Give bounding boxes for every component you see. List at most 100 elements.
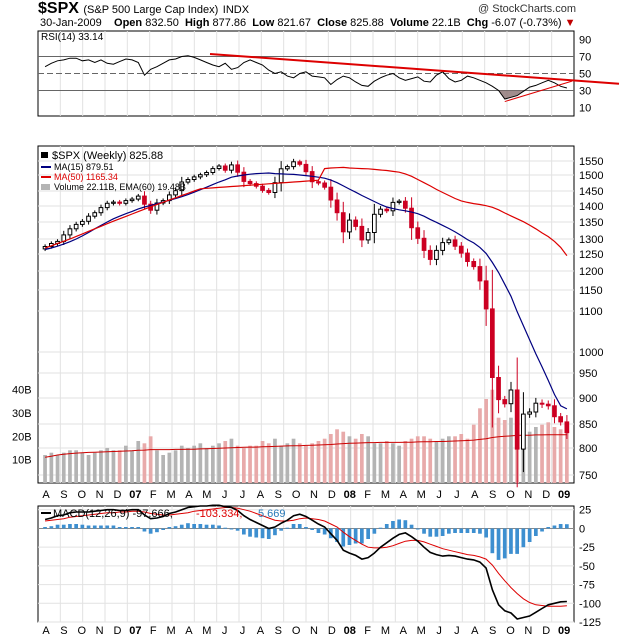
price-tick-label: 1550: [579, 156, 603, 168]
rsi-oversold-area: [498, 90, 530, 99]
volume-bar: [366, 436, 370, 483]
macd-legend-signal: -103.334,: [196, 508, 242, 520]
volume-bar: [465, 438, 470, 483]
volume-bar: [49, 452, 54, 483]
volume-bar: [297, 443, 302, 483]
rsi-tick-label: 70: [579, 52, 591, 64]
volume-bar: [68, 450, 72, 483]
macd-histogram-bar: [55, 524, 60, 529]
price-tick-label: 950: [579, 368, 597, 380]
volume-bar: [353, 438, 358, 483]
macd-histogram-bar: [173, 526, 178, 529]
macd-histogram-bar: [161, 528, 165, 530]
price-tick-label: 800: [579, 443, 597, 455]
x-tick-label: O: [506, 489, 515, 501]
volume-bar: [403, 441, 408, 483]
macd-histogram-bar: [521, 528, 526, 548]
candle-body: [378, 208, 383, 215]
macd-histogram-bar: [186, 523, 190, 529]
volume-value: 22.1B: [431, 17, 461, 29]
macd-histogram-bar: [378, 527, 383, 529]
candle-body: [73, 223, 79, 230]
macd-tick-label: -75: [579, 580, 595, 592]
candle-body: [272, 182, 278, 193]
volume-bar: [459, 434, 464, 483]
macd-histogram-bar: [99, 525, 103, 529]
macd-tick-label: 25: [579, 505, 591, 517]
x-tick-label: A: [257, 489, 265, 501]
macd-histogram-bar: [478, 528, 482, 534]
candle-body: [353, 219, 358, 227]
macd-histogram-bar: [409, 524, 414, 529]
close-value: 825.88: [350, 17, 384, 29]
x-tick-label: A: [400, 489, 408, 501]
macd-histogram-bar: [490, 528, 495, 554]
macd-legend: MACD(12,26,9) -97.666,: [53, 508, 173, 520]
volume-bar: [273, 438, 277, 483]
volume-bar: [136, 441, 141, 483]
volume-bar: [43, 455, 47, 483]
macd-histogram-bar: [422, 528, 426, 534]
volume-bar: [378, 443, 383, 483]
macd-histogram-bar: [397, 519, 401, 529]
candle-body: [316, 181, 321, 184]
x-tick-label: D: [113, 489, 121, 501]
price-tick-label: 850: [579, 419, 597, 431]
volume-bar: [92, 452, 97, 483]
price-tick-label: 1100: [579, 306, 603, 318]
macd-histogram-bar: [179, 524, 184, 529]
x-tick-label-bottom: F: [150, 625, 157, 637]
rsi-tick-label: 90: [579, 35, 591, 47]
candle-body: [545, 403, 551, 407]
volume-bar: [322, 438, 327, 483]
volume-bar: [391, 443, 395, 483]
volume-label: Volume: [389, 17, 429, 29]
candle-legend-icon: [41, 152, 48, 158]
candle-body: [260, 185, 265, 191]
candle-body: [334, 199, 340, 214]
macd-histogram-bar: [484, 528, 488, 538]
macd-histogram-bar: [509, 528, 513, 554]
volume-bar: [124, 445, 128, 483]
candle-body: [403, 200, 408, 209]
candle-body: [372, 213, 377, 234]
low-label: Low: [252, 17, 275, 29]
candle-body: [92, 212, 98, 217]
rsi-trendline-up: [504, 80, 573, 103]
candle-body: [533, 402, 539, 413]
volume-bar: [179, 445, 184, 483]
x-tick-label: D: [542, 489, 550, 501]
candle-body: [123, 200, 129, 204]
x-tick-label: O: [77, 489, 86, 501]
low-value: 821.67: [277, 17, 311, 29]
macd-histogram-bar: [260, 528, 265, 539]
macd-histogram-bar: [322, 528, 327, 535]
macd-signal-line: [45, 507, 567, 607]
x-tick-label-bottom: O: [77, 625, 86, 637]
volume-bar: [440, 438, 445, 483]
candle-body: [247, 180, 253, 185]
macd-histogram-bar: [43, 527, 47, 529]
x-tick-label-bottom: A: [400, 625, 408, 637]
rsi-tick-label: 30: [579, 86, 591, 98]
macd-histogram-bar: [496, 528, 501, 560]
candle-body: [471, 261, 477, 268]
x-tick-label: O: [292, 489, 301, 501]
x-tick-label-bottom: N: [310, 625, 318, 637]
x-tick-label-bottom: D: [113, 625, 121, 637]
volume-bar: [242, 448, 246, 483]
volume-tick-label: 20B: [12, 431, 32, 443]
volume-tick-label: 10B: [12, 455, 32, 467]
macd-histogram-bar: [229, 528, 234, 530]
x-tick-label: N: [524, 489, 532, 501]
candle-body: [340, 212, 346, 233]
candle-body: [452, 239, 458, 247]
macd-legend-hist: 5.669: [258, 508, 286, 520]
volume-legend: Volume 22.11B, EMA(60) 19.48B: [54, 182, 186, 192]
x-tick-label-bottom: M: [381, 625, 390, 637]
candle-body: [496, 377, 501, 401]
macd-tick-label: -100: [579, 598, 601, 610]
down-arrow-icon: ▼: [564, 17, 576, 29]
candle-body: [490, 308, 495, 378]
symbol-name: (S&P 500 Large Cap Index): [83, 4, 219, 16]
